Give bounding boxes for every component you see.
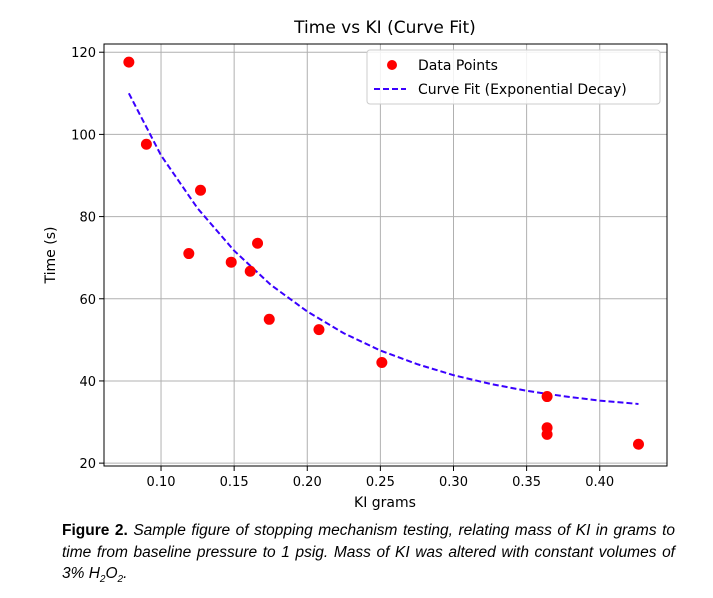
- caption-text: Sample figure of stopping mechanism test…: [62, 522, 676, 585]
- chart: 0.10 0.15 0.20 0.25 0.30 0.35 0.40 20 40 60 80 100 1…: [43, 18, 668, 511]
- chart-title: Time vs KI (Curve Fit): [293, 18, 476, 38]
- data-point: [376, 356, 388, 368]
- data-point: [313, 324, 325, 336]
- data-points-series: [123, 56, 644, 450]
- data-point: [225, 256, 237, 268]
- x-tick-label: 0.25: [366, 475, 395, 490]
- data-point: [252, 237, 264, 249]
- y-tick-label: 120: [71, 46, 96, 61]
- x-axis-label: KI grams: [354, 495, 416, 511]
- x-tick-label: 0.10: [147, 475, 176, 490]
- data-point: [123, 56, 135, 68]
- caption-label: Figure 2.: [62, 522, 128, 539]
- data-point: [263, 313, 275, 325]
- data-point: [183, 248, 195, 260]
- legend-marker-data-points: [387, 60, 397, 70]
- legend: Data Points Curve Fit (Exponential Decay…: [366, 49, 661, 105]
- y-tick-label: 80: [79, 211, 96, 226]
- axis-ticks: 0.10 0.15 0.20 0.25 0.30 0.35 0.40 20 40 60 80 100 1…: [71, 46, 614, 490]
- plot-frame: [103, 43, 668, 467]
- data-point: [632, 438, 644, 450]
- data-point: [244, 265, 256, 277]
- figure-caption: Figure 2. Sample figure of stopping mech…: [62, 520, 675, 591]
- y-tick-label: 60: [79, 293, 96, 308]
- legend-box: [366, 49, 661, 105]
- x-tick-label: 0.35: [512, 475, 541, 490]
- data-point: [195, 184, 207, 196]
- data-point: [541, 428, 553, 440]
- data-point: [140, 138, 152, 150]
- y-tick-label: 20: [79, 457, 96, 472]
- x-tick-label: 0.30: [439, 475, 468, 490]
- caption-end: .: [123, 565, 128, 582]
- caption-sub: 2: [117, 574, 124, 585]
- legend-label-curve-fit: Curve Fit (Exponential Decay): [418, 82, 627, 98]
- caption-body: Sample figure of stopping mechanism test…: [62, 522, 676, 582]
- data-point: [541, 391, 553, 403]
- legend-label-data-points: Data Points: [418, 58, 498, 74]
- y-tick-label: 40: [79, 375, 96, 390]
- caption-sub: 2: [99, 574, 106, 585]
- x-tick-label: 0.20: [293, 475, 322, 490]
- y-axis-label: Time (s): [43, 227, 59, 285]
- x-tick-label: 0.15: [220, 475, 249, 490]
- caption-o: O: [105, 565, 118, 582]
- y-tick-label: 100: [71, 128, 96, 143]
- x-tick-label: 0.40: [585, 475, 614, 490]
